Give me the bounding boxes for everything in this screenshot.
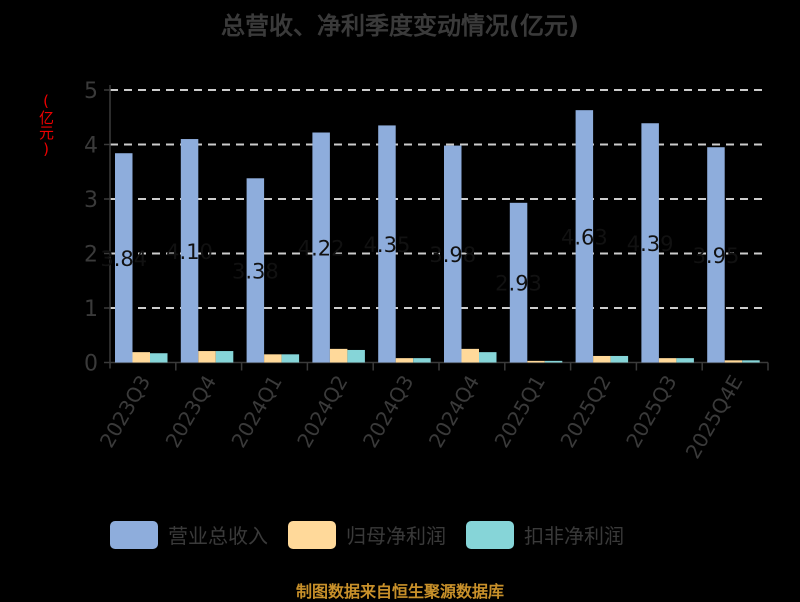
- bar-value-label: 4.63: [561, 225, 608, 249]
- bar-2023Q4-0: [180, 139, 199, 363]
- bar-2025Q1-2: [544, 360, 563, 363]
- bar-2025Q1-0: [509, 202, 528, 363]
- bar-value-label: 4.39: [627, 232, 674, 256]
- x-tick-label: 2024Q4: [424, 371, 484, 452]
- bar-2025Q3-0: [641, 123, 659, 363]
- legend-swatch-revenue: [110, 520, 158, 549]
- x-tick-label: 2024Q2: [292, 371, 352, 452]
- legend-item-deducted-net-profit[interactable]: 扣非净利润: [466, 520, 624, 549]
- bar-2025Q4E-0: [707, 147, 725, 363]
- bar-2025Q3-1: [658, 358, 677, 363]
- x-tick-label: 2023Q3: [95, 371, 155, 452]
- x-tick-label: 2023Q4: [161, 371, 221, 452]
- bar-2023Q3-0: [115, 153, 133, 363]
- bar-2025Q2-1: [593, 355, 611, 363]
- bar-2025Q3-2: [676, 358, 694, 363]
- chart-title: 总营收、净利季度变动情况(亿元): [221, 12, 579, 40]
- bar-2024Q4-1: [461, 348, 479, 363]
- bar-value-label: 4.35: [364, 233, 411, 257]
- bar-2024Q4-0: [444, 145, 462, 363]
- bar-2024Q1-2: [281, 354, 300, 363]
- legend-swatch-deducted-net-profit: [466, 520, 514, 549]
- x-tick-label: 2025Q1: [490, 371, 550, 452]
- bar-2024Q3-0: [378, 125, 396, 363]
- y-tick-label: 1: [84, 297, 98, 322]
- bar-2025Q4E-1: [724, 360, 743, 363]
- legend-swatch-net-profit: [288, 520, 336, 549]
- y-tick-label: 0: [84, 352, 98, 377]
- y-axis-unit-label: (亿元): [37, 92, 55, 158]
- legend: 营业总收入 归母净利润 扣非净利润: [110, 520, 644, 549]
- bar-2024Q2-2: [347, 349, 365, 363]
- bar-2024Q3-2: [413, 358, 431, 363]
- bar-value-label: 2.93: [495, 272, 542, 296]
- bar-2025Q2-2: [610, 355, 629, 363]
- bar-value-label: 4.10: [166, 240, 213, 264]
- bar-value-label: 4.22: [298, 237, 345, 261]
- bar-2025Q1-1: [527, 360, 545, 363]
- x-tick-label: 2025Q3: [621, 371, 681, 452]
- legend-item-net-profit[interactable]: 归母净利润: [288, 520, 446, 549]
- x-tick-label: 2024Q1: [226, 371, 286, 452]
- y-tick-label: 4: [84, 134, 98, 159]
- bar-2025Q2-0: [575, 110, 594, 363]
- bar-2024Q4-2: [479, 352, 497, 363]
- x-tick-label: 2024Q3: [358, 371, 418, 452]
- legend-label: 归母净利润: [346, 524, 446, 548]
- bar-2024Q1-0: [246, 178, 265, 363]
- bar-value-label: 3.38: [232, 259, 279, 283]
- y-tick-label: 2: [84, 243, 98, 268]
- bar-2024Q2-0: [312, 132, 330, 363]
- bar-value-label: 3.98: [429, 243, 476, 267]
- y-tick-label: 3: [84, 188, 98, 213]
- legend-label: 营业总收入: [168, 524, 268, 548]
- bar-2024Q2-1: [329, 348, 348, 363]
- x-tick-label: 2025Q4E: [681, 371, 748, 463]
- data-source-footer: 制图数据来自恒生聚源数据库: [295, 582, 504, 601]
- bar-2023Q4-2: [215, 351, 234, 363]
- bar-2023Q3-2: [150, 353, 168, 363]
- bar-value-label: 3.95: [693, 244, 740, 268]
- x-tick-label: 2025Q2: [555, 371, 615, 452]
- bar-2023Q4-1: [198, 351, 216, 363]
- bar-2024Q3-1: [395, 358, 414, 363]
- bar-value-label: 3.84: [100, 247, 147, 271]
- legend-label: 扣非净利润: [524, 524, 624, 548]
- legend-item-revenue[interactable]: 营业总收入: [110, 520, 268, 549]
- bar-2024Q1-1: [264, 354, 282, 363]
- bar-2025Q4E-2: [742, 360, 760, 363]
- bar-2023Q3-1: [132, 352, 150, 363]
- y-tick-label: 5: [84, 79, 98, 104]
